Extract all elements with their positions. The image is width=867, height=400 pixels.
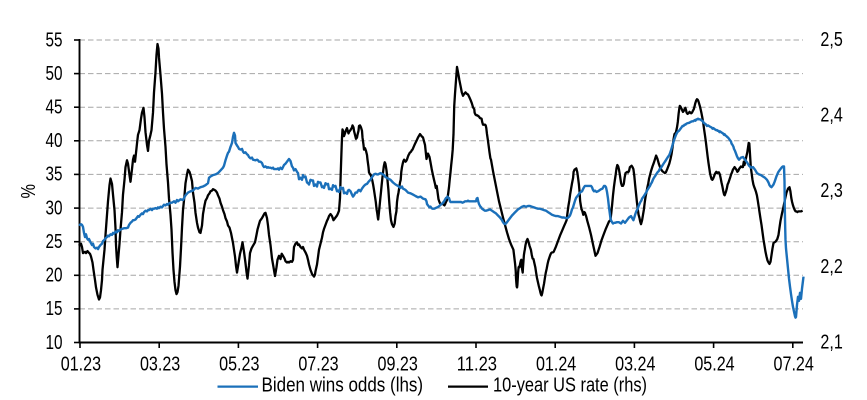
svg-text:10: 10 <box>46 332 63 354</box>
svg-text:50: 50 <box>46 63 63 85</box>
svg-text:Biden wins odds (lhs): Biden wins odds (lhs) <box>262 374 424 396</box>
svg-text:15: 15 <box>46 298 63 320</box>
svg-text:55: 55 <box>46 29 63 51</box>
svg-text:20: 20 <box>46 265 63 287</box>
svg-text:11.23: 11.23 <box>457 354 497 376</box>
svg-text:40: 40 <box>46 130 63 152</box>
svg-text:35: 35 <box>46 164 63 186</box>
svg-text:30: 30 <box>46 197 63 219</box>
svg-text:2,2: 2,2 <box>820 256 842 278</box>
svg-text:05.24: 05.24 <box>694 354 734 376</box>
svg-text:03.24: 03.24 <box>615 354 655 376</box>
svg-text:2,4: 2,4 <box>820 105 842 127</box>
svg-text:01.23: 01.23 <box>61 354 101 376</box>
svg-text:07.24: 07.24 <box>774 354 814 376</box>
svg-text:05.23: 05.23 <box>219 354 259 376</box>
svg-text:2,5: 2,5 <box>820 29 842 51</box>
svg-text:25: 25 <box>46 231 63 253</box>
svg-text:03.23: 03.23 <box>140 354 180 376</box>
svg-text:09.23: 09.23 <box>378 354 418 376</box>
svg-text:45: 45 <box>46 97 63 119</box>
svg-text:01.24: 01.24 <box>536 354 576 376</box>
svg-text:07.23: 07.23 <box>298 354 338 376</box>
svg-text:2,3: 2,3 <box>820 180 842 202</box>
svg-text:10-year US rate (rhs): 10-year US rate (rhs) <box>493 374 647 396</box>
svg-text:2,1: 2,1 <box>820 331 842 353</box>
svg-text:%: % <box>18 184 40 199</box>
